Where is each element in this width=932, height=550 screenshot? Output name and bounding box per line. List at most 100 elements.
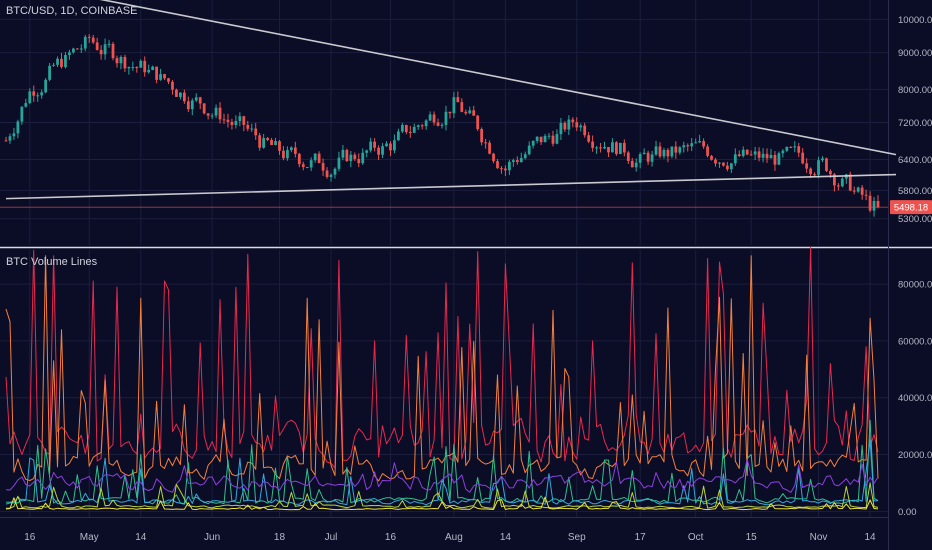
candle [444,111,448,125]
candle [500,168,503,170]
candle [785,146,789,151]
candle [654,146,658,155]
candle [107,43,111,45]
price-tick-label: 6400.00 [898,155,932,166]
candle [670,146,674,157]
candle [246,124,250,129]
candle [579,125,583,128]
candle [547,135,551,137]
candle [575,122,579,128]
candle [504,168,507,171]
candle [428,114,432,121]
candle [813,174,816,176]
candle [198,97,202,104]
price-tick-label: 5300.00 [898,214,932,225]
candle [194,97,198,101]
volume-series-line [5,482,879,509]
candle [111,43,115,59]
candle [369,141,373,151]
candle [163,74,166,79]
time-tick-label: Jun [204,532,220,543]
candle [119,56,123,64]
price-tick-label: 9000.00 [898,48,932,59]
price-tick-label: 10000.00 [898,15,932,26]
candle [678,147,682,153]
candle [8,136,12,141]
candle [698,141,702,143]
time-tick-label: 14 [135,532,147,543]
candle [385,143,388,147]
candle [44,79,48,93]
candle [436,122,440,126]
candle [567,119,571,130]
candle [480,129,484,143]
candle [131,67,135,69]
candle [488,142,491,154]
candle [860,187,864,195]
candle [686,145,690,147]
candle [416,125,420,127]
candle [262,138,266,148]
volume-tick-label: 20000.00 [898,450,932,461]
candle [733,154,737,164]
candle [329,174,333,177]
candle [210,115,214,117]
candle [682,145,686,148]
candle [535,136,539,141]
candle [381,146,384,155]
candle [297,153,301,165]
candle [83,36,87,49]
volume-series-line [5,496,879,511]
candle [809,168,813,175]
candle [175,89,178,97]
candle [325,170,329,177]
candle [555,134,559,144]
candle [519,158,523,163]
candle [777,153,781,165]
candle [805,163,809,169]
candle [270,139,273,146]
candle [714,159,717,164]
candle [32,91,36,96]
candle [658,146,662,157]
candle [864,194,868,196]
candle [266,138,269,140]
candle [254,128,258,136]
candle [258,135,262,148]
candle [20,106,24,122]
candle [797,146,801,153]
candle [876,200,880,208]
candle [222,119,226,121]
candle [872,200,876,211]
candle [781,150,785,154]
candle [373,141,377,148]
time-tick-label: 18 [274,532,286,543]
candle [539,136,543,143]
candle [404,124,408,132]
candle [662,149,666,157]
candle [75,48,79,50]
last-price-label: 5498.18 [894,203,928,214]
candle [595,147,598,149]
candle [591,141,595,148]
candle [492,153,495,162]
candle [4,140,8,142]
candle [587,135,591,142]
candle [389,143,392,151]
candle [666,149,670,157]
candle [765,153,769,159]
candle [690,143,694,147]
candle [722,162,725,166]
candle [230,121,234,126]
candle [159,74,162,80]
candle [309,160,313,168]
candle [155,66,159,80]
candle [821,158,824,161]
candle [817,160,820,175]
candle [559,122,563,135]
time-tick-label: Aug [445,532,463,543]
candle [523,154,527,159]
candle [64,54,67,67]
candle [725,165,729,170]
